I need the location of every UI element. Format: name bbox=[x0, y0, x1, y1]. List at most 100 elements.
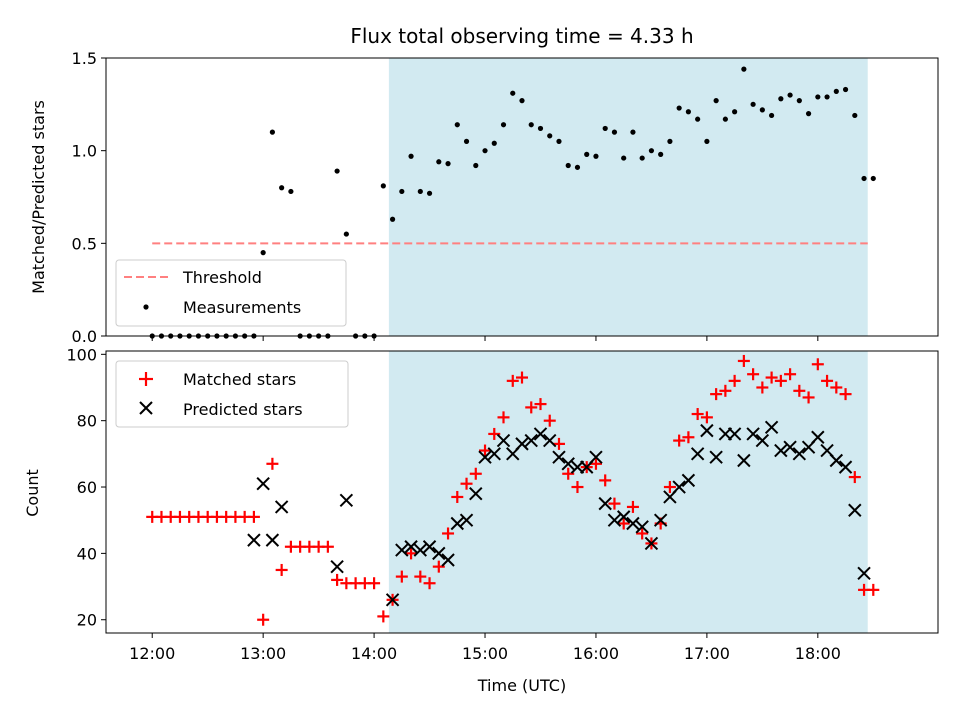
measurement-point bbox=[519, 98, 525, 104]
predicted-stars-point bbox=[737, 453, 751, 468]
measurement-point bbox=[528, 122, 534, 128]
top-y-ticks: 0.0 0.5 1.0 1.5 bbox=[72, 49, 106, 346]
bottom-panel: Count 20 40 60 80 100 12:00 13:00 14:00 15:00 16… bbox=[23, 345, 939, 695]
bottom-axes-frame bbox=[105, 350, 939, 634]
predicted-stars-point bbox=[672, 480, 686, 494]
predicted-stars-point bbox=[709, 450, 723, 464]
matched-stars-point bbox=[719, 384, 732, 397]
predicted-stars-point bbox=[644, 536, 659, 551]
measurement-point bbox=[639, 155, 645, 161]
predicted-stars-point bbox=[598, 496, 612, 511]
top-y-axis-label: Matched/Predicted stars bbox=[29, 100, 48, 294]
top-x-ticks bbox=[151, 336, 819, 341]
measurement-point bbox=[861, 175, 867, 182]
measurement-point bbox=[750, 101, 756, 107]
predicted-stars-point bbox=[607, 513, 622, 527]
top-plot-marks bbox=[149, 66, 876, 339]
legend-measurements-label: Measurements bbox=[183, 298, 301, 317]
y-tick-label: 20 bbox=[77, 611, 97, 630]
y-tick-label: 0.0 bbox=[72, 327, 97, 346]
bottom-plot-marks bbox=[146, 354, 880, 626]
predicted-stars-point bbox=[247, 533, 261, 547]
matched-stars-point bbox=[451, 490, 464, 503]
matched-stars-point bbox=[552, 437, 565, 450]
measurement-point bbox=[722, 116, 728, 122]
predicted-stars-point bbox=[533, 427, 548, 441]
measurement-point bbox=[787, 92, 793, 98]
measurement-point bbox=[584, 151, 590, 157]
measurement-point bbox=[445, 161, 451, 167]
predicted-stars-point bbox=[774, 443, 788, 458]
matched-stars-point bbox=[765, 371, 778, 384]
measurement-point bbox=[537, 125, 544, 132]
matched-stars-point bbox=[848, 471, 861, 484]
measurement-point bbox=[473, 162, 479, 169]
measurement-point bbox=[269, 129, 275, 135]
matched-stars-point bbox=[479, 444, 492, 457]
measurement-point bbox=[648, 148, 655, 154]
measurement-point bbox=[334, 168, 340, 174]
measurement-point bbox=[602, 125, 608, 132]
matched-stars-point bbox=[774, 374, 787, 387]
bottom-legend: Matched stars Predicted stars bbox=[115, 360, 349, 428]
top-legend: Threshold Measurements bbox=[115, 259, 347, 327]
measurement-point bbox=[732, 109, 738, 115]
matched-stars-point bbox=[737, 354, 750, 367]
predicted-stars-point bbox=[838, 460, 853, 474]
legend-threshold-label: Threshold bbox=[182, 268, 262, 287]
matched-stars-point bbox=[377, 610, 390, 623]
predicted-stars-point bbox=[857, 566, 871, 580]
matched-stars-point bbox=[460, 477, 473, 490]
matched-stars-point bbox=[673, 434, 686, 447]
measurement-point bbox=[769, 112, 775, 119]
matched-stars-point bbox=[266, 457, 279, 470]
measurement-point bbox=[704, 138, 710, 144]
x-tick-label: 17:00 bbox=[684, 644, 730, 663]
measurement-point bbox=[288, 188, 294, 195]
predicted-stars-point bbox=[690, 447, 705, 461]
measurement-point bbox=[426, 190, 433, 196]
x-tick-label: 14:00 bbox=[351, 644, 397, 663]
predicted-stars-point bbox=[746, 427, 760, 441]
bottom-legend-box bbox=[115, 360, 349, 428]
top-legend-box bbox=[115, 259, 347, 327]
y-tick-label: 40 bbox=[77, 544, 97, 563]
measurement-point bbox=[380, 183, 386, 189]
matched-stars-point bbox=[321, 540, 334, 553]
measurement-point bbox=[463, 138, 470, 144]
predicted-stars-point bbox=[395, 543, 409, 557]
top-panel: Flux total observing time = 4.33 h Match… bbox=[29, 24, 939, 346]
x-axis-label: Time (UTC) bbox=[477, 676, 566, 695]
matched-stars-point bbox=[608, 497, 621, 510]
predicted-stars-point bbox=[543, 433, 557, 448]
matched-stars-point bbox=[543, 414, 556, 427]
measurement-point bbox=[399, 188, 405, 195]
matched-stars-point bbox=[589, 457, 602, 470]
predicted-stars-point bbox=[811, 430, 825, 444]
predicted-stars-point bbox=[848, 503, 862, 517]
measurement-point bbox=[574, 164, 581, 170]
measurement-point bbox=[436, 159, 442, 165]
measurement-point bbox=[824, 94, 830, 100]
top-axes-frame bbox=[105, 57, 939, 337]
measurement-point bbox=[676, 105, 682, 111]
matched-stars-point bbox=[414, 570, 427, 583]
predicted-stars-point bbox=[459, 513, 474, 527]
measurement-point bbox=[279, 185, 285, 191]
matched-stars-point bbox=[793, 384, 806, 397]
predicted-stars-point bbox=[755, 433, 770, 448]
bottom-y-ticks: 20 40 60 80 100 bbox=[66, 345, 106, 630]
measurement-point bbox=[491, 140, 497, 146]
measurement-point bbox=[454, 122, 460, 128]
measurement-point bbox=[611, 129, 618, 135]
matched-stars-point bbox=[571, 481, 584, 494]
predicted-stars-point bbox=[413, 543, 428, 557]
predicted-stars-point bbox=[829, 453, 844, 468]
matched-stars-point bbox=[247, 510, 260, 523]
measurement-point bbox=[260, 250, 266, 256]
chart-title: Flux total observing time = 4.33 h bbox=[350, 24, 693, 48]
measurement-point bbox=[870, 175, 876, 182]
matched-stars-point bbox=[728, 374, 741, 387]
predicted-stars-point bbox=[727, 427, 742, 441]
matched-stars-point bbox=[275, 563, 288, 576]
